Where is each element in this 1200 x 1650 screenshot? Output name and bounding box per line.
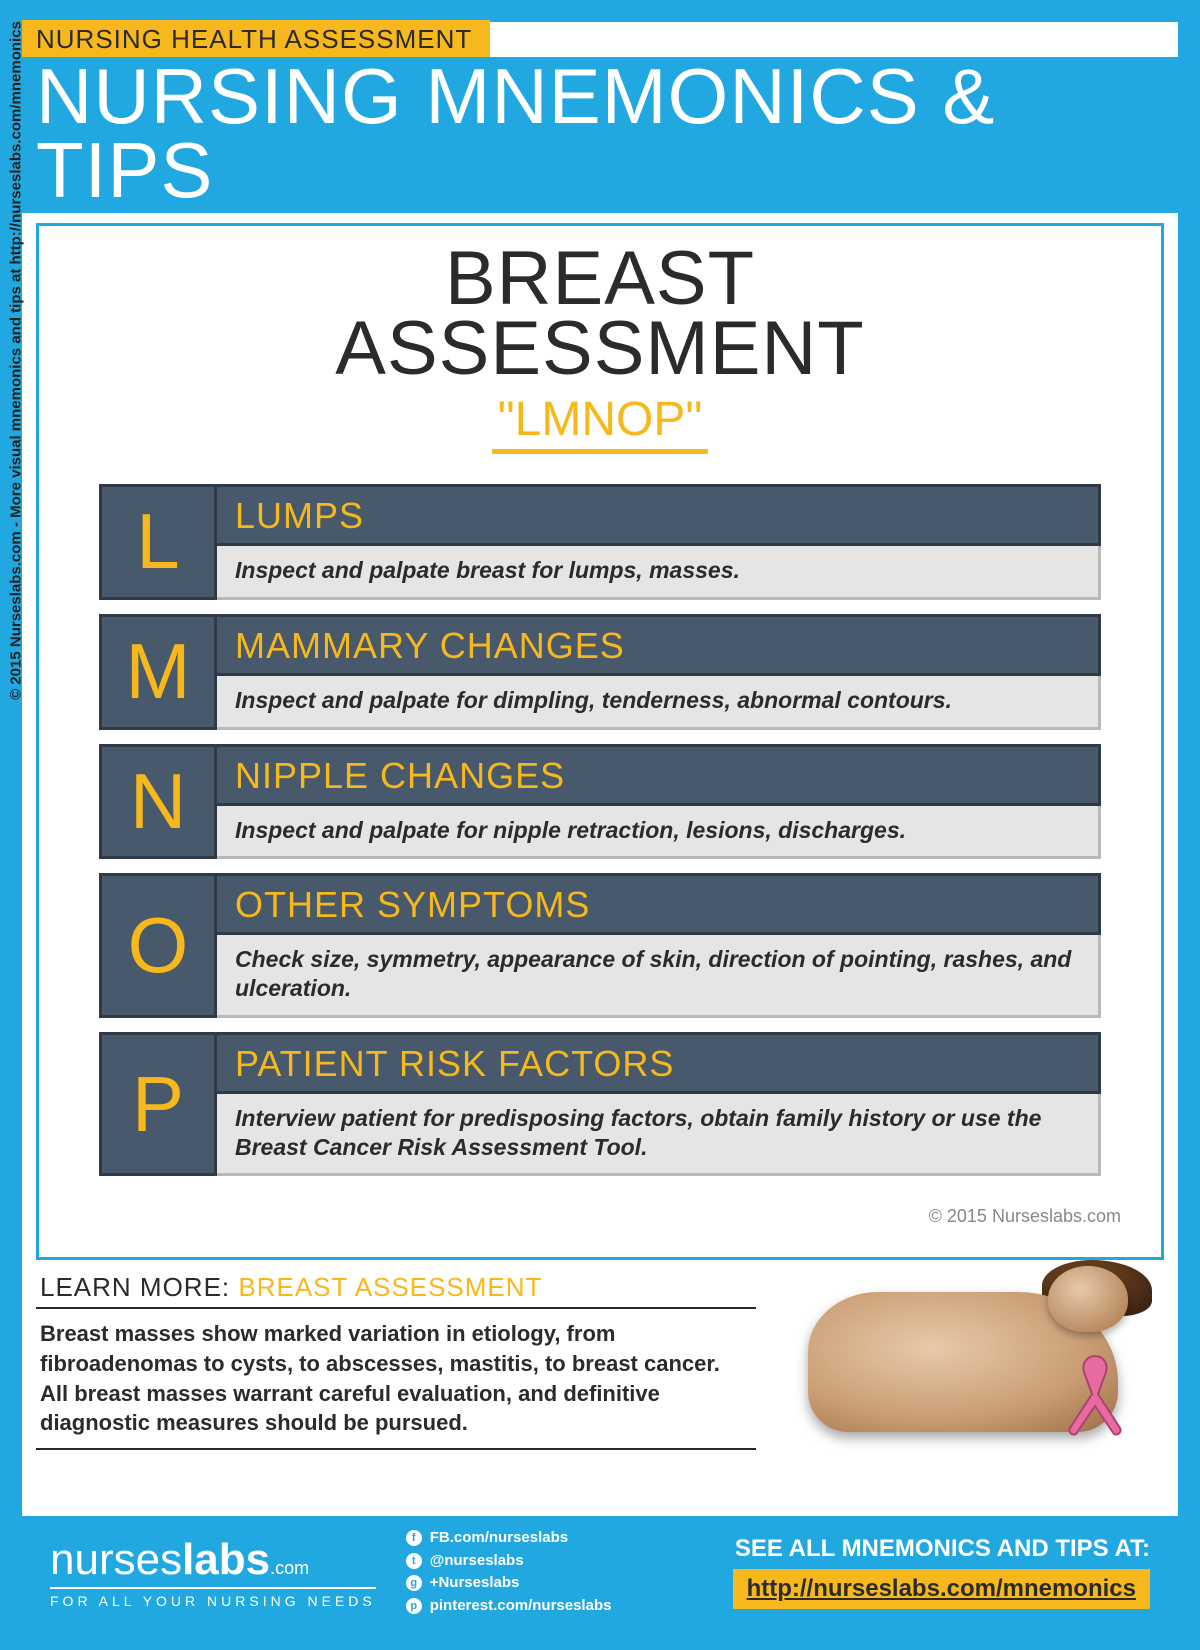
logo-text: nurseslabs.com	[50, 1535, 376, 1585]
row-heading: MAMMARY CHANGES	[217, 614, 1101, 676]
social-row[interactable]: f FB.com/nurseslabs	[406, 1527, 612, 1550]
outer-frame: © 2015 Nurseslabs.com - More visual mnem…	[0, 0, 1200, 1650]
letter-box: P	[99, 1032, 217, 1177]
mnemonic-row: OOTHER SYMPTOMSCheck size, symmetry, app…	[99, 873, 1101, 1018]
footer: nurseslabs.com FOR ALL YOUR NURSING NEED…	[22, 1516, 1178, 1628]
row-heading: NIPPLE CHANGES	[217, 744, 1101, 806]
row-description: Inspect and palpate breast for lumps, ma…	[217, 546, 1101, 600]
mnemonic-row: MMAMMARY CHANGESInspect and palpate for …	[99, 614, 1101, 730]
mnemonic-row: LLUMPSInspect and palpate breast for lum…	[99, 484, 1101, 600]
main-title: NURSING MNEMONICS & TIPS	[22, 57, 1178, 213]
logo-tagline: FOR ALL YOUR NURSING NEEDS	[50, 1587, 376, 1609]
learn-more-prefix: LEARN MORE:	[40, 1272, 238, 1302]
social-text: pinterest.com/nurseslabs	[430, 1595, 612, 1618]
social-icon: p	[406, 1598, 422, 1614]
logo-suffix: .com	[270, 1558, 309, 1578]
figure-head	[1048, 1266, 1128, 1332]
letter-box: M	[99, 614, 217, 730]
row-content: LUMPSInspect and palpate breast for lump…	[217, 484, 1101, 600]
mnemonic-rows: LLUMPSInspect and palpate breast for lum…	[59, 484, 1141, 1176]
inner-copyright: © 2015 Nurseslabs.com	[59, 1206, 1141, 1227]
letter-box: N	[99, 744, 217, 860]
logo-block: nurseslabs.com FOR ALL YOUR NURSING NEED…	[50, 1535, 376, 1609]
learn-more-topic: BREAST ASSESSMENT	[238, 1272, 542, 1302]
letter-box: O	[99, 873, 217, 1018]
social-row[interactable]: t @nurseslabs	[406, 1550, 612, 1573]
row-heading: PATIENT RISK FACTORS	[217, 1032, 1101, 1094]
mnemonic-wrap: "LMNOP"	[59, 384, 1141, 454]
social-row[interactable]: g +Nurseslabs	[406, 1572, 612, 1595]
social-links: f FB.com/nurseslabs t @nurseslabs g +Nursesla…	[406, 1527, 612, 1617]
logo-part-2: labs	[182, 1535, 270, 1584]
social-icon: f	[406, 1530, 422, 1546]
row-description: Inspect and palpate for nipple retractio…	[217, 806, 1101, 860]
social-icon: t	[406, 1553, 422, 1569]
category-label: NURSING HEALTH ASSESSMENT	[36, 24, 472, 54]
letter-box: L	[99, 484, 217, 600]
logo-part-1: nurses	[50, 1535, 182, 1584]
see-all-link[interactable]: http://nurseslabs.com/mnemonics	[733, 1569, 1150, 1609]
row-heading: LUMPS	[217, 484, 1101, 546]
social-text: FB.com/nurseslabs	[430, 1527, 568, 1550]
social-row[interactable]: p pinterest.com/nurseslabs	[406, 1595, 612, 1618]
row-content: PATIENT RISK FACTORSInterview patient fo…	[217, 1032, 1101, 1177]
content-area: BREAST ASSESSMENT "LMNOP" LLUMPSInspect …	[22, 213, 1178, 1260]
row-description: Inspect and palpate for dimpling, tender…	[217, 676, 1101, 730]
row-heading: OTHER SYMPTOMS	[217, 873, 1101, 935]
row-description: Interview patient for predisposing facto…	[217, 1094, 1101, 1177]
awareness-ribbon-icon	[1062, 1350, 1128, 1438]
see-all-block: SEE ALL MNEMONICS AND TIPS AT: http://nu…	[733, 1535, 1150, 1609]
learn-more-block: LEARN MORE: BREAST ASSESSMENT Breast mas…	[22, 1272, 1178, 1450]
mnemonic-row: NNIPPLE CHANGESInspect and palpate for n…	[99, 744, 1101, 860]
row-content: NIPPLE CHANGESInspect and palpate for ni…	[217, 744, 1101, 860]
learn-more-body: Breast masses show marked variation in e…	[36, 1307, 756, 1450]
mnemonic-label: "LMNOP"	[492, 392, 709, 454]
row-content: MAMMARY CHANGESInspect and palpate for d…	[217, 614, 1101, 730]
see-all-label: SEE ALL MNEMONICS AND TIPS AT:	[733, 1535, 1150, 1563]
social-text: +Nurseslabs	[430, 1572, 520, 1595]
social-text: @nurseslabs	[430, 1550, 524, 1573]
social-icon: g	[406, 1575, 422, 1591]
mnemonic-row: PPATIENT RISK FACTORSInterview patient f…	[99, 1032, 1101, 1177]
sidebar-copyright: © 2015 Nurseslabs.com - More visual mnem…	[8, 0, 25, 811]
subject-line-2: ASSESSMENT	[335, 306, 864, 391]
patient-illustration	[788, 1242, 1158, 1452]
row-content: OTHER SYMPTOMSCheck size, symmetry, appe…	[217, 873, 1101, 1018]
row-description: Check size, symmetry, appearance of skin…	[217, 935, 1101, 1018]
inner-panel: BREAST ASSESSMENT "LMNOP" LLUMPSInspect …	[36, 223, 1164, 1260]
subject-title: BREAST ASSESSMENT	[59, 244, 1141, 384]
